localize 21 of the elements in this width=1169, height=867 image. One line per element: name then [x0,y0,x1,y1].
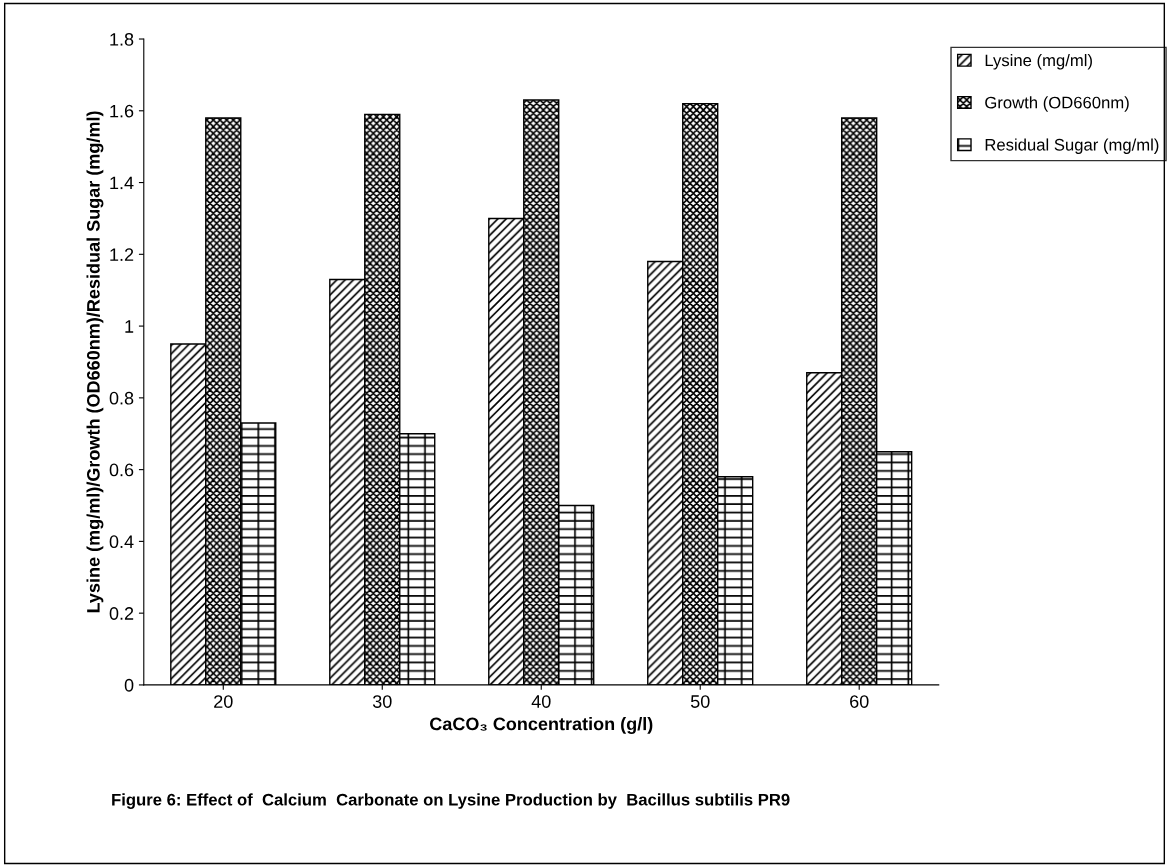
y-tick-label: 0 [124,678,134,692]
x-tick-label: 20 [214,695,233,708]
y-tick-label: 1.4 [110,176,134,190]
y-tick-label: 1.6 [110,104,134,118]
y-axis-title: Lysine (mg/ml)/Growth (OD660nm)/Residual Sugar (mg/ml) [86,111,104,613]
x-axis-title: CaCO₃ Concentration (g/l) [429,717,653,734]
y-tick-label: 0.4 [109,535,134,549]
x-tick-label: 40 [531,695,551,708]
y-tick-label: 1.2 [110,248,134,261]
y-tick-label: 0.8 [109,391,134,405]
legend-label: Growth (OD660nm) [985,96,1129,112]
x-tick-label: 50 [690,695,710,708]
caption: Figure 6: Effect of Calcium Carbonate on Lysine Production by Bacillus subtilis PR9 [112,793,790,809]
legend-label: Residual Sugar (mg/ml) [985,138,1159,154]
legend-label: Lysine (mg/ml) [985,54,1092,70]
x-tick-label: 60 [850,695,869,708]
y-tick-label: 0.6 [109,463,134,477]
y-tick-label: 1 [125,320,134,333]
x-tick-label: 30 [372,695,392,708]
y-tick-label: 1.8 [110,32,134,46]
y-tick-label: 0.2 [109,607,134,620]
